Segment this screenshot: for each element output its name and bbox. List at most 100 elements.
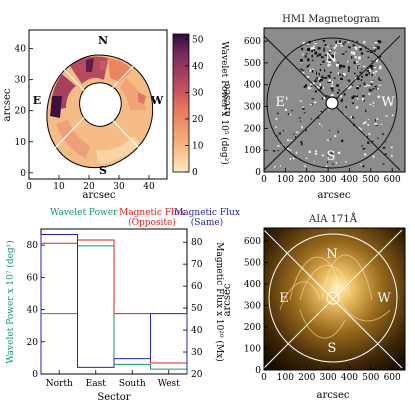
br-y-tick-label: 500 [244,258,261,268]
bl-left-tick-label: 20 [27,338,39,348]
tr-y-tick-label: 0 [255,168,261,178]
br-x-tick-label: 500 [362,373,379,383]
br-x-tick-label: 300 [319,373,336,383]
tr-y-tick-label: 400 [244,81,261,91]
tr-y-tick-label: 100 [244,146,261,156]
hmi-title: HMI Magnetogram [282,14,380,25]
sector-chart-x-ticks: North East South West [46,370,180,389]
tl-x-tick-label: 0 [26,182,32,192]
aia-south-label: S [328,341,337,356]
br-x-tick-label: 200 [298,373,315,383]
br-x-tick-label: 100 [277,373,294,383]
br-y-tick-label: 300 [244,301,261,311]
tl-y-axis-label: arcsec [2,88,13,121]
hmi-magnetogram-image [264,28,405,172]
bl-left-tick-label: 0 [32,370,38,380]
sector-category-label: South [119,379,146,389]
tr-x-ticks: 0 100 200 300 400 500 600 [261,168,401,185]
sector-chart-panel: Wavelet Power Magnetic Flux (Opposite) M… [5,208,240,403]
tl-x-axis-label: arcsec [83,190,116,201]
legend-flux-same-line2: (Same) [191,217,223,228]
aia-east-label: E [279,291,289,306]
tl-y-tick-label: 20 [15,107,27,117]
sector-chart-right-ticks: 20 30 40 50 60 70 80 [183,238,203,380]
sector-category-label: North [46,379,73,389]
br-y-tick-label: 100 [244,344,261,354]
tl-x-tick-label: 20 [83,182,95,192]
wavelet-colorbar [172,33,190,173]
aia-frame [263,227,406,371]
tl-y-tick-label: 40 [15,45,27,55]
aia-north-label: N [326,247,337,262]
tl-x-ticks: 0 10 20 30 40 [26,175,155,192]
tr-x-tick-label: 600 [384,175,401,185]
br-x-axis-label: arcsec [317,390,350,401]
tl-y-tick-label: 30 [15,76,27,86]
sector-right-axis-label: Magnetic Flux x 10²⁰ (Mx) [214,242,225,362]
tl-west-label: W [150,94,164,107]
sector-chart-series [40,233,188,374]
tr-y-tick-label: 600 [244,37,261,47]
bl-right-tick-label: 40 [191,326,203,336]
bl-left-tick-label: 60 [27,273,39,283]
br-y-tick-label: 0 [255,366,261,376]
br-x-tick-label: 600 [384,373,401,383]
tl-x-tick-label: 10 [53,182,65,192]
colorbar-tick-label: 40 [192,62,204,72]
tr-x-tick-label: 0 [261,175,267,185]
tr-y-tick-label: 500 [244,59,261,69]
legend-flux-opposite-line1: Magnetic Flux [119,208,185,218]
tl-y-ticks: 0 10 20 30 40 [15,45,33,179]
tl-north-label: N [98,34,108,47]
bl-right-tick-label: 50 [191,304,203,314]
legend-flux-same-line1: Magnetic Flux [174,208,240,218]
hmi-east-label: E' [275,95,288,110]
tr-x-tick-label: 100 [277,175,294,185]
bl-left-tick-label: 40 [27,306,39,316]
hmi-south-label: S [327,149,336,164]
br-y-tick-label: 400 [244,280,261,290]
tl-south-label: S [99,164,107,177]
tr-y-ticks: 0 100 200 300 400 500 600 [244,37,268,178]
sector-category-label: West [158,379,180,389]
tr-x-tick-label: 500 [362,175,379,185]
hmi-north-label: N [325,51,336,66]
br-y-ticks: 0 100 200 300 400 500 600 [244,237,268,376]
bl-left-tick-label: 80 [27,241,39,251]
br-y-tick-label: 600 [244,237,261,247]
bl-right-tick-label: 70 [191,260,203,270]
br-x-ticks: 0 100 200 300 400 500 600 [261,366,401,383]
aia-west-label: W [377,291,391,306]
colorbar-tick-label: 50 [192,35,204,45]
aia-title: AIA 171Å [308,213,358,225]
colorbar-tick-label: 20 [192,115,204,125]
tr-y-tick-label: 300 [244,103,261,113]
tl-east-label: E [33,94,41,107]
tr-x-tick-label: 200 [298,175,315,185]
br-x-tick-label: 0 [261,373,267,383]
br-y-axis-label: arcsec [222,283,233,316]
wavelet-map-frame [28,29,168,180]
colorbar-tick-label: 30 [192,88,204,98]
hmi-magnetogram-panel: HMI Magnetogram 0 100 200 300 400 500 600 0 100… [222,14,406,201]
bl-right-tick-label: 80 [191,238,203,248]
tr-y-axis-label: arcsec [222,83,233,116]
tl-y-tick-label: 10 [15,138,27,148]
bl-right-tick-label: 60 [191,282,203,292]
tl-x-tick-label: 40 [143,182,155,192]
tl-x-tick-label: 30 [113,182,125,192]
sector-left-axis-label: Wavelet Power x 10⁷ (deg²) [5,240,16,364]
tr-x-tick-label: 400 [341,175,358,185]
bl-right-tick-label: 30 [191,348,203,358]
colorbar-tick-label: 10 [192,141,204,151]
series-magnetic-flux-opposite [40,239,188,374]
colorbar-ticks: 0 10 20 30 40 50 [185,35,204,178]
bl-right-tick-label: 20 [191,370,203,380]
tr-x-axis-label: arcsec [318,190,351,201]
tr-x-tick-label: 300 [319,175,336,185]
colorbar-label: Wavelet Power x 10⁵ (deg²) [219,41,230,165]
hmi-west-label: W [381,95,395,110]
aia-171-image [264,228,405,370]
br-x-tick-label: 400 [341,373,358,383]
sector-x-axis-label: Sector [97,392,130,403]
